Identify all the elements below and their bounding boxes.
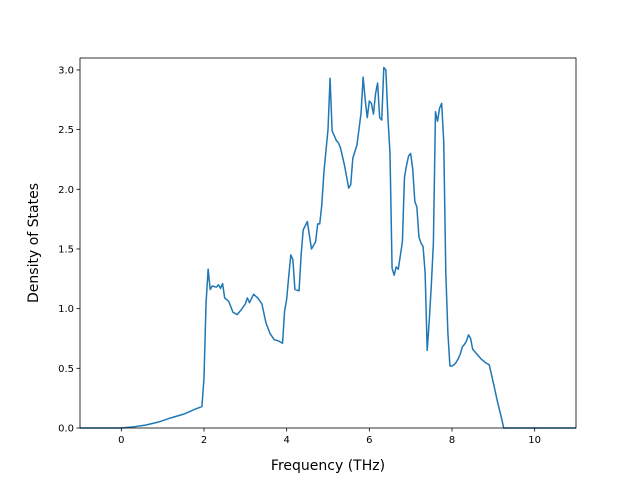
x-axis: 0 2 4 6 8 10 xyxy=(118,428,541,446)
dos-series-line xyxy=(80,66,576,429)
y-tick-label: 0.5 xyxy=(58,364,74,375)
y-tick-label: 2.5 xyxy=(58,125,74,136)
y-axis: 0.0 0.5 1.0 1.5 2.0 2.5 3.0 xyxy=(58,65,80,435)
y-tick-label: 0.0 xyxy=(58,424,74,435)
x-tick-label: 6 xyxy=(366,435,372,446)
plot-area xyxy=(80,66,576,429)
x-tick-label: 2 xyxy=(201,435,207,446)
x-tick-label: 8 xyxy=(449,435,455,446)
y-tick-label: 1.5 xyxy=(58,244,74,255)
x-tick-label: 10 xyxy=(528,435,541,446)
y-tick-label: 3.0 xyxy=(58,65,74,76)
y-tick-label: 2.0 xyxy=(58,185,74,196)
y-tick-label: 1.0 xyxy=(58,304,74,315)
y-axis-label: Density of States xyxy=(26,183,42,303)
x-tick-label: 0 xyxy=(118,435,124,446)
axes-frame xyxy=(79,57,577,429)
x-axis-label: Frequency (THz) xyxy=(271,458,385,474)
x-tick-label: 4 xyxy=(283,435,289,446)
